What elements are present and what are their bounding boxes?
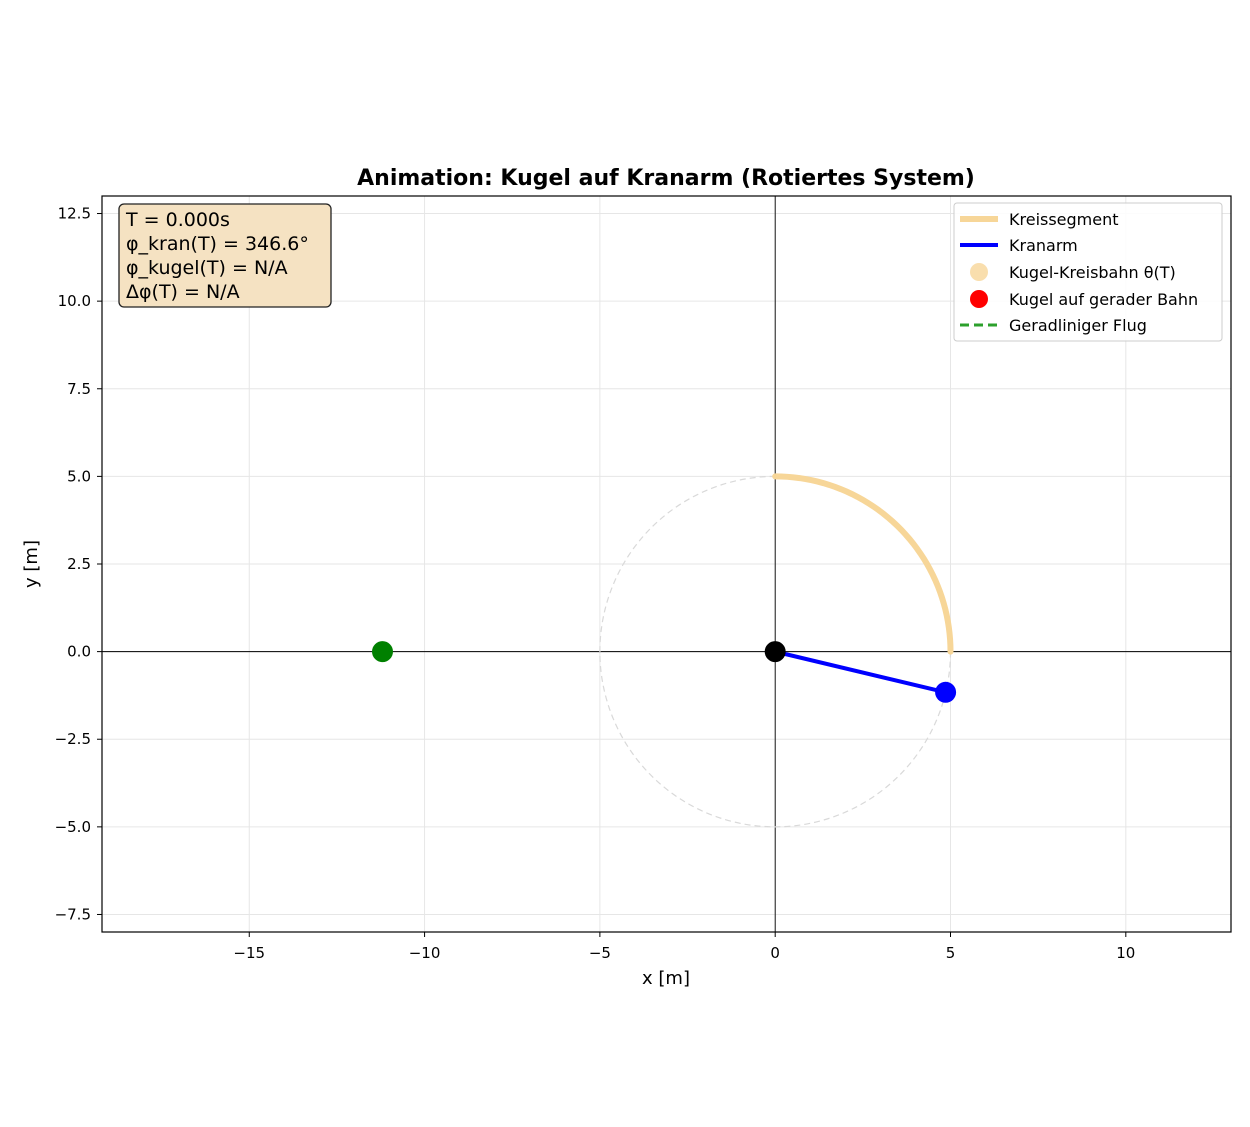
y-tick-label: 0.0 [67, 643, 91, 661]
legend-swatch-kugel-gerade-bahn [970, 290, 988, 308]
legend-label-kranarm: Kranarm [1009, 236, 1078, 255]
x-tick-label: −5 [589, 944, 611, 962]
point-pivot [764, 641, 786, 663]
x-axis-ticks: −15 −10 −5 0 5 10 [233, 932, 1135, 962]
info-box: T = 0.000s φ_kran(T) = 346.6° φ_kugel(T)… [118, 203, 332, 308]
legend: Kreissegment Kranarm Kugel-Kreisbahn θ(T… [953, 202, 1223, 342]
legend-swatch-kugel-kreisbahn [970, 263, 988, 281]
legend-label-kugel-gerade-bahn: Kugel auf gerader Bahn [1009, 290, 1198, 309]
y-tick-label: −5.0 [55, 818, 91, 836]
y-tick-label: 7.5 [67, 380, 91, 398]
info-line-phi-kugel: φ_kugel(T) = N/A [126, 257, 288, 279]
y-axis-ticks: 12.5 10.0 7.5 5.0 2.5 0.0 −2.5 −5.0 −7.5 [55, 205, 102, 923]
y-tick-label: −2.5 [55, 730, 91, 748]
legend-label-kugel-kreisbahn: Kugel-Kreisbahn θ(T) [1009, 263, 1176, 282]
y-tick-label: 5.0 [67, 467, 91, 485]
kranarm-line [773, 649, 948, 695]
y-tick-label: 12.5 [58, 205, 91, 223]
y-axis-label: y [m] [21, 540, 42, 588]
point-arm-tip [935, 681, 957, 703]
x-tick-label: 0 [770, 944, 780, 962]
kreissegment-arc [772, 473, 954, 655]
point-ball [371, 641, 393, 663]
x-tick-label: −15 [233, 944, 265, 962]
y-tick-label: 10.0 [58, 292, 91, 310]
legend-label-kreissegment: Kreissegment [1009, 210, 1119, 229]
info-line-phi-kran: φ_kran(T) = 346.6° [126, 233, 309, 255]
x-tick-label: 10 [1116, 944, 1135, 962]
info-line-delta-phi: Δφ(T) = N/A [126, 281, 240, 303]
legend-label-geradliniger-flug: Geradliniger Flug [1009, 316, 1147, 335]
chart-title: Animation: Kugel auf Kranarm (Rotiertes … [357, 166, 975, 191]
y-tick-label: 2.5 [67, 555, 91, 573]
x-axis-label: x [m] [642, 968, 690, 989]
x-tick-label: −10 [409, 944, 441, 962]
info-line-time: T = 0.000s [125, 209, 230, 231]
x-tick-label: 5 [946, 944, 956, 962]
y-tick-label: −7.5 [55, 905, 91, 923]
